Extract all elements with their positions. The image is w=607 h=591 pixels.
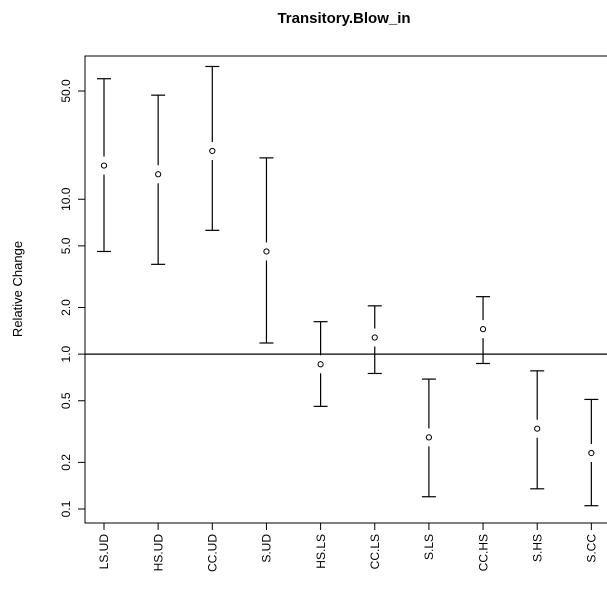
x-tick-label: S.CC: [585, 534, 599, 563]
error-bar-cc-ud: [205, 65, 220, 231]
x-tick-label: HS.LS: [314, 534, 328, 569]
x-tick-label: CC.LS: [368, 534, 382, 569]
chart-title: Transitory.Blow_in: [277, 10, 410, 27]
y-tick-label: 50.0: [59, 79, 73, 103]
error-bar-cc-hs: [476, 296, 491, 365]
error-bar-hs-ls: [313, 321, 328, 407]
point-estimate: [209, 147, 216, 155]
x-tick-label: S.UD: [260, 534, 274, 563]
y-axis: 0.1 0.2 0.5 1.0 2.0 5.0 10.0 50.0: [59, 79, 86, 517]
x-tick-label: HS.UD: [151, 534, 165, 572]
x-tick-label: CC.UD: [206, 534, 220, 572]
y-tick-label: 0.2: [59, 454, 73, 471]
x-tick-label: S.LS: [422, 534, 436, 560]
error-bars: [97, 65, 599, 507]
y-tick-label: 0.1: [59, 500, 73, 517]
y-axis-label: Relative Change: [10, 241, 25, 337]
point-estimate: [479, 326, 487, 333]
point-estimate: [425, 434, 432, 441]
plot-frame: [84, 55, 607, 524]
error-bar-hs-ud: [151, 94, 166, 265]
point-estimate: [155, 171, 162, 178]
error-bar-ls-ud: [97, 78, 111, 253]
point-estimate: [371, 334, 378, 341]
x-tick-label: S.HS: [530, 534, 544, 562]
point-estimate: [263, 248, 270, 255]
x-axis: LS.UD HS.UD CC.UD S.UD HS.LS CC.LS S.LS CC.HS S.…: [97, 522, 599, 572]
y-tick-label: 5.0: [59, 237, 73, 254]
y-tick-label: 0.5: [59, 392, 73, 409]
point-estimate: [100, 162, 108, 169]
error-bar-s-ud: [259, 157, 274, 344]
y-tick-label: 10.0: [59, 187, 73, 211]
error-bar-s-cc: [584, 398, 599, 507]
y-tick-label: 1.0: [59, 345, 73, 362]
point-estimate: [588, 449, 595, 457]
point-estimate: [317, 361, 324, 368]
error-bar-s-hs: [530, 370, 545, 490]
error-bar-cc-ls: [367, 305, 382, 375]
x-tick-label: CC.HS: [476, 534, 490, 571]
point-estimate: [534, 425, 541, 432]
error-bar-s-ls: [421, 378, 436, 498]
y-tick-label: 2.0: [59, 299, 73, 316]
x-tick-label: LS.UD: [97, 534, 111, 570]
